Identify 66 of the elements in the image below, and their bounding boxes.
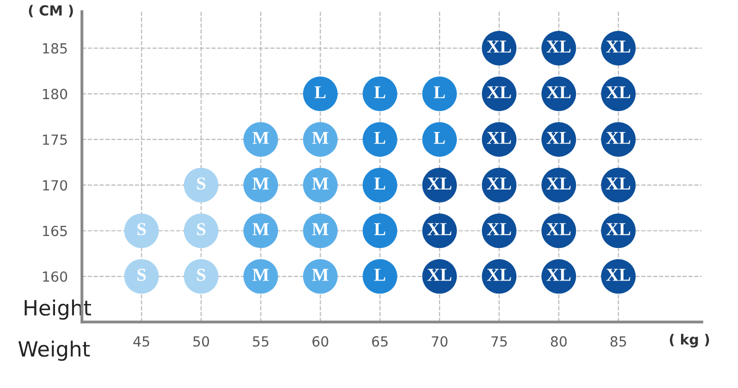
- text: XL: [606, 132, 630, 144]
- point: [124, 259, 159, 294]
- series-label: XL: [486, 268, 511, 281]
- text: XL: [606, 268, 630, 281]
- x-tick-label: 85: [610, 336, 626, 347]
- text: M: [252, 268, 269, 281]
- x-tick-label: 65: [372, 336, 388, 347]
- point: [184, 259, 218, 294]
- text: S: [197, 268, 206, 281]
- text: M: [252, 223, 269, 236]
- series-label: L: [374, 178, 386, 190]
- text: M: [312, 223, 328, 236]
- text: L: [434, 86, 445, 98]
- point: [184, 213, 218, 248]
- x-tick-label: 50: [193, 336, 210, 347]
- text: XL: [486, 178, 511, 190]
- x-axis-title: Weight: [18, 340, 90, 361]
- point: [184, 168, 218, 202]
- series-label: M: [252, 178, 269, 190]
- text: XL: [606, 178, 630, 190]
- text: XL: [606, 86, 630, 98]
- text: XL: [606, 40, 630, 52]
- y-tick-label: 160: [43, 271, 68, 282]
- y-tick-label: 185: [43, 43, 67, 54]
- text: ( CM ): [28, 4, 73, 18]
- x-tick-label: 45: [133, 336, 150, 347]
- text: M: [312, 132, 328, 144]
- text: XL: [546, 178, 571, 190]
- text: XL: [546, 223, 571, 236]
- text: XL: [606, 223, 630, 236]
- text: L: [374, 86, 386, 98]
- y-tick-label: 165: [43, 226, 67, 236]
- text: L: [374, 268, 386, 281]
- text: L: [374, 223, 386, 236]
- x-tick-label: 55: [252, 336, 268, 347]
- x-tick-label: 70: [432, 336, 448, 347]
- text: M: [252, 132, 269, 144]
- x-tick-label: 60: [312, 336, 328, 347]
- point: [124, 213, 159, 248]
- text: M: [312, 268, 328, 281]
- text: XL: [546, 268, 571, 281]
- text: XL: [546, 40, 571, 52]
- text: ( kg ): [670, 334, 710, 348]
- y-axis-title: Height: [24, 300, 92, 320]
- text: XL: [546, 86, 571, 98]
- text: XL: [486, 40, 511, 52]
- text: L: [314, 86, 326, 98]
- text: L: [374, 132, 386, 144]
- y-tick-label: 170: [43, 180, 68, 191]
- text: S: [197, 177, 206, 190]
- y-tick-label: 180: [43, 88, 68, 100]
- text: S: [197, 223, 206, 236]
- text: XL: [427, 268, 452, 281]
- series-label: S: [137, 223, 146, 236]
- text: L: [434, 132, 445, 144]
- text: S: [137, 268, 146, 281]
- x-tick-label: 80: [550, 336, 567, 347]
- text: M: [312, 178, 328, 190]
- text: XL: [427, 178, 452, 190]
- text: XL: [486, 132, 511, 144]
- y-tick-label: 175: [43, 134, 67, 145]
- text: XL: [486, 86, 511, 98]
- text: XL: [546, 132, 571, 144]
- x-tick-label: 75: [491, 336, 507, 347]
- text: XL: [427, 223, 452, 236]
- text: XL: [486, 223, 511, 236]
